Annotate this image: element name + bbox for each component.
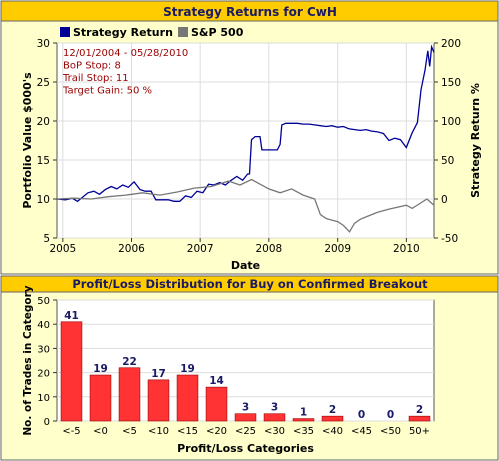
bar — [408, 415, 431, 422]
y-axis-label: Portfolio Value $000's — [21, 72, 34, 209]
bar-y-tick-label: 50 — [37, 296, 50, 307]
bar-category-label: <35 — [293, 426, 314, 437]
bar-value-label: 19 — [180, 363, 195, 375]
bar-value-label: 14 — [209, 375, 224, 387]
line-chart-title: Strategy Returns for CwH — [163, 5, 337, 19]
y2-tick-label: 200 — [441, 38, 461, 50]
y-tick-label: 5 — [43, 233, 50, 245]
bar-value-label: 3 — [271, 402, 278, 414]
bar-category-label: <5 — [122, 426, 137, 437]
bar — [176, 374, 199, 422]
info-line: BoP Stop: 8 — [63, 61, 121, 72]
x-tick-label: 2007 — [187, 243, 214, 255]
bar-chart-title: Profit/Loss Distribution for Buy on Conf… — [72, 277, 428, 291]
bar-category-label: <15 — [177, 426, 198, 437]
bar-category-label: <40 — [322, 426, 343, 437]
bar-x-axis-label: Profit/Loss Categories — [177, 442, 314, 455]
bar — [292, 418, 315, 422]
y2-tick-label: 0 — [441, 194, 448, 206]
bar — [321, 415, 344, 422]
bar-y-tick-label: 30 — [37, 344, 50, 355]
bar-category-label: <10 — [148, 426, 169, 437]
bar-value-label: 22 — [122, 356, 137, 368]
bar-category-label: <0 — [93, 426, 108, 437]
strategy-return-line — [56, 44, 435, 203]
bar-value-label: 0 — [358, 409, 365, 421]
legend-swatch-sp500 — [178, 27, 188, 37]
legend-label-sp500: S&P 500 — [191, 26, 244, 39]
bar-value-label: 41 — [64, 310, 79, 322]
bar-y-tick-label: 20 — [37, 369, 50, 380]
x-axis-label: Date — [231, 259, 260, 272]
sp500-line — [56, 178, 435, 233]
bar-value-label: 0 — [387, 409, 394, 421]
bar-category-label: <30 — [264, 426, 285, 437]
info-line: Trail Stop: 11 — [62, 73, 129, 84]
legend-swatch-strategy — [60, 27, 70, 37]
y-tick-label: 25 — [37, 77, 50, 89]
info-line: Target Gain: 50 % — [62, 86, 152, 97]
legend-label-strategy: Strategy Return — [73, 26, 173, 39]
bar — [263, 413, 286, 422]
bar-chart-title-bar — [0, 275, 499, 293]
bar-value-label: 17 — [151, 368, 166, 380]
y2-tick-label: 50 — [441, 155, 454, 167]
bar-y-tick-label: 40 — [37, 320, 50, 331]
bar-y-axis-label: No. of Trades in Category — [22, 285, 34, 435]
bar-value-label: 1 — [300, 407, 307, 419]
y2-tick-label: 150 — [441, 77, 461, 89]
y2-axis-label: Strategy Return % — [469, 83, 482, 198]
bar — [205, 386, 228, 422]
line-legend: Strategy Return S&P 500 — [60, 26, 244, 39]
y-tick-label: 15 — [37, 155, 50, 167]
bar-category-label: 50+ — [409, 426, 430, 437]
y2-tick-label: 100 — [441, 116, 461, 128]
bar-category-label: <25 — [235, 426, 256, 437]
bar-category-label: <20 — [206, 426, 227, 437]
bar-value-label: 2 — [416, 404, 423, 416]
bar-value-label: 19 — [93, 363, 108, 375]
y2-tick-label: -50 — [441, 233, 458, 245]
bar-y-tick-label: 0 — [44, 417, 50, 428]
x-tick-label: 2008 — [255, 243, 282, 255]
bar-category-label: <50 — [380, 426, 401, 437]
x-tick-label: 2005 — [49, 243, 76, 255]
y-tick-label: 20 — [37, 116, 50, 128]
bar-category-label: <-5 — [62, 426, 80, 437]
y-tick-label: 30 — [37, 38, 50, 50]
bar — [89, 374, 112, 422]
bar — [147, 379, 170, 422]
bar — [60, 321, 83, 422]
y-tick-label: 10 — [37, 194, 50, 206]
line-chart-title-bar — [0, 0, 499, 22]
x-tick-label: 2009 — [324, 243, 351, 255]
info-line: 12/01/2004 - 05/28/2010 — [63, 48, 188, 59]
x-tick-label: 2006 — [118, 243, 145, 255]
bar — [234, 413, 257, 422]
bar — [118, 367, 141, 422]
bar-category-label: <45 — [351, 426, 372, 437]
line-chart: 5 10 15 20 25 30 -50 0 50 100 150 200 2005 2006 2007 20… — [21, 26, 482, 272]
bar-y-tick-label: 10 — [37, 393, 50, 404]
x-tick-label: 2010 — [393, 243, 420, 255]
bar-chart: 0102030405041<-519<022<517<1019<1514<203… — [22, 285, 435, 455]
bar-value-label: 2 — [329, 404, 336, 416]
bar-value-label: 3 — [242, 402, 249, 414]
